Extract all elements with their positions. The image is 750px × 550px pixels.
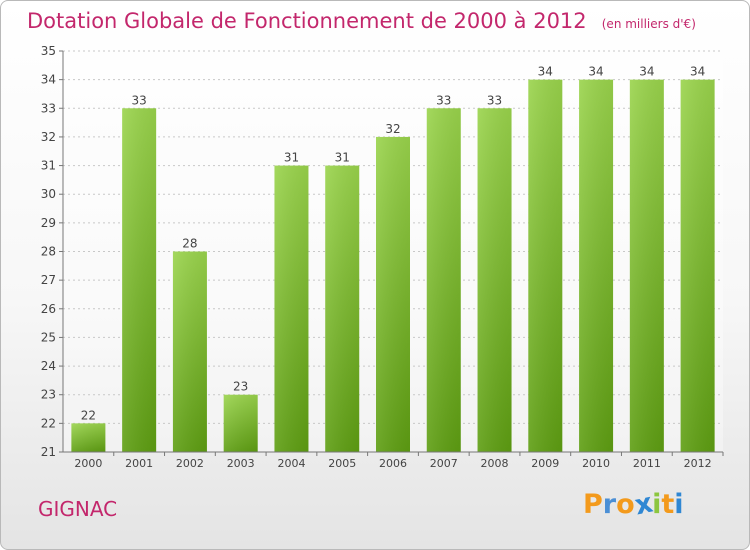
bar-shade-2004 [274, 165, 309, 453]
bar-shade-2008 [477, 108, 512, 453]
y-tick-label: 32 [41, 130, 56, 144]
y-tick-label: 35 [41, 44, 56, 58]
x-tick-label-2001: 2001 [125, 457, 153, 470]
bar-shade-2003 [223, 394, 258, 452]
logo-letter: t [661, 489, 675, 520]
title-row: Dotation Globale de Fonctionnement de 20… [27, 9, 696, 33]
y-tick-label: 26 [41, 302, 56, 316]
y-tick-label: 23 [41, 388, 56, 402]
data-label-2011: 34 [639, 65, 654, 79]
logo-letter: i [674, 489, 684, 520]
x-tick-label-2005: 2005 [328, 457, 356, 470]
data-label-2003: 23 [233, 380, 248, 394]
y-tick-label: 30 [41, 187, 56, 201]
commune-name: GIGNAC [38, 497, 118, 521]
x-tick-label-2004: 2004 [277, 457, 305, 470]
data-label-2009: 34 [538, 65, 553, 79]
x-tick-label-2009: 2009 [531, 457, 559, 470]
bar-shade-2005 [325, 165, 360, 453]
data-label-2004: 31 [284, 151, 299, 165]
data-label-2007: 33 [436, 93, 451, 107]
x-tick-label-2002: 2002 [176, 457, 204, 470]
data-label-2008: 33 [487, 93, 502, 107]
bar-shade-2001 [122, 108, 157, 453]
bar-shade-2012 [680, 79, 715, 453]
data-label-2006: 32 [385, 122, 400, 136]
x-tick-label-2007: 2007 [430, 457, 458, 470]
bar-shade-2011 [629, 79, 664, 453]
bar-shade-2010 [579, 79, 614, 453]
x-tick-label-2010: 2010 [582, 457, 610, 470]
proxiti-logo: Proxiti [583, 488, 684, 522]
logo-letter: P [583, 489, 603, 520]
chart-title: Dotation Globale de Fonctionnement de 20… [27, 9, 587, 33]
axes: 21 22 23 24 25 26 27 28 29 30 31 32 33 34 35 2000 2001 20… [41, 44, 724, 470]
bar-shade-2009 [528, 79, 563, 453]
data-label-2005: 31 [335, 151, 350, 165]
y-tick-label: 24 [41, 359, 56, 373]
bar-shade-2007 [426, 108, 461, 453]
chart-subtitle: (en milliers d'€) [601, 17, 696, 31]
y-tick-label: 29 [41, 216, 56, 230]
y-tick-label: 25 [41, 330, 56, 344]
bar-shade-2002 [172, 251, 207, 452]
y-tick-label: 31 [41, 159, 56, 173]
bars: 22 33 28 23 31 31 32 33 33 34 34 34 34 [71, 65, 715, 453]
x-tick-label-2006: 2006 [379, 457, 407, 470]
y-tick-label: 34 [41, 73, 56, 87]
data-label-2012: 34 [690, 65, 705, 79]
y-tick-label: 22 [41, 416, 56, 430]
x-tick-label-2003: 2003 [227, 457, 255, 470]
x-tick-label-2011: 2011 [633, 457, 661, 470]
bar-shade-2006 [376, 136, 410, 452]
logo-letter: i [652, 489, 662, 520]
logo-letter: o [616, 489, 635, 520]
y-tick-label: 33 [41, 101, 56, 115]
y-tick-label: 27 [41, 273, 56, 287]
data-label-2010: 34 [588, 65, 603, 79]
data-label-2001: 33 [132, 93, 147, 107]
x-tick-label-2008: 2008 [481, 457, 509, 470]
y-tick-label: 28 [41, 245, 56, 259]
x-tick-label-2012: 2012 [684, 457, 712, 470]
data-label-2002: 28 [182, 237, 197, 251]
data-label-2000: 22 [81, 408, 96, 422]
y-tick-label: 21 [41, 445, 56, 459]
logo-letter: r [602, 489, 617, 520]
x-tick-label-2000: 2000 [74, 457, 102, 470]
bar-shade-2000 [71, 423, 106, 452]
